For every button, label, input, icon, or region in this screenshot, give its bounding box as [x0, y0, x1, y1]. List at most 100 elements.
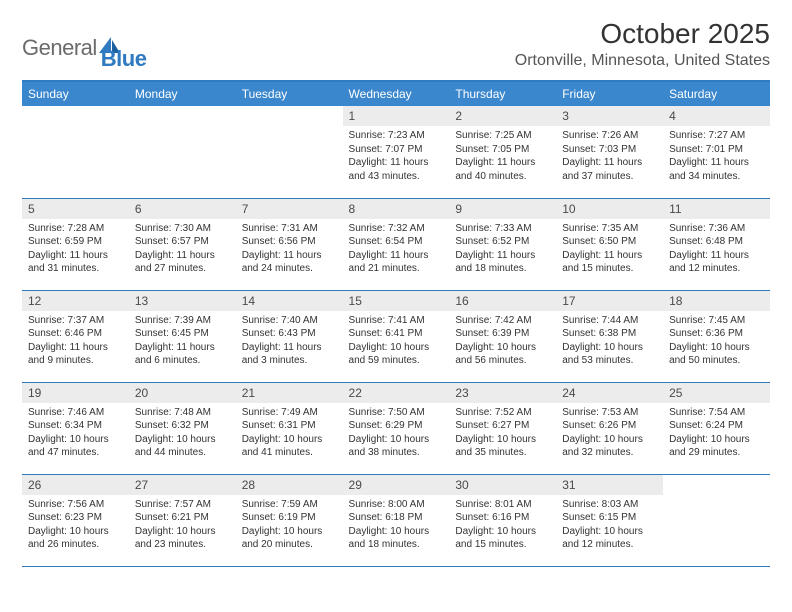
- day-details: Sunrise: 7:46 AMSunset: 6:34 PMDaylight:…: [22, 403, 129, 464]
- day-number: 6: [129, 199, 236, 219]
- calendar-day-cell: 16Sunrise: 7:42 AMSunset: 6:39 PMDayligh…: [449, 290, 556, 382]
- logo-text-blue: Blue: [101, 46, 147, 72]
- calendar-day-cell: 22Sunrise: 7:50 AMSunset: 6:29 PMDayligh…: [343, 382, 450, 474]
- day-number: 21: [236, 383, 343, 403]
- calendar-day-cell: 15Sunrise: 7:41 AMSunset: 6:41 PMDayligh…: [343, 290, 450, 382]
- calendar-day-cell: 31Sunrise: 8:03 AMSunset: 6:15 PMDayligh…: [556, 474, 663, 566]
- day-number: 14: [236, 291, 343, 311]
- day-details: Sunrise: 7:52 AMSunset: 6:27 PMDaylight:…: [449, 403, 556, 464]
- day-number: 15: [343, 291, 450, 311]
- calendar-day-cell: 9Sunrise: 7:33 AMSunset: 6:52 PMDaylight…: [449, 198, 556, 290]
- day-number: 7: [236, 199, 343, 219]
- calendar-week-row: 26Sunrise: 7:56 AMSunset: 6:23 PMDayligh…: [22, 474, 770, 566]
- calendar-week-row: 19Sunrise: 7:46 AMSunset: 6:34 PMDayligh…: [22, 382, 770, 474]
- calendar-day-cell: 11Sunrise: 7:36 AMSunset: 6:48 PMDayligh…: [663, 198, 770, 290]
- day-number: 13: [129, 291, 236, 311]
- calendar-week-row: 1Sunrise: 7:23 AMSunset: 7:07 PMDaylight…: [22, 106, 770, 198]
- weekday-header: Friday: [556, 81, 663, 106]
- day-number: 25: [663, 383, 770, 403]
- day-number: 16: [449, 291, 556, 311]
- day-number: 10: [556, 199, 663, 219]
- calendar-day-cell: 21Sunrise: 7:49 AMSunset: 6:31 PMDayligh…: [236, 382, 343, 474]
- day-number: 23: [449, 383, 556, 403]
- weekday-header: Tuesday: [236, 81, 343, 106]
- day-number: 11: [663, 199, 770, 219]
- weekday-header: Wednesday: [343, 81, 450, 106]
- day-number: 28: [236, 475, 343, 495]
- day-details: Sunrise: 7:44 AMSunset: 6:38 PMDaylight:…: [556, 311, 663, 372]
- day-number: 12: [22, 291, 129, 311]
- day-details: Sunrise: 7:28 AMSunset: 6:59 PMDaylight:…: [22, 219, 129, 280]
- calendar-day-cell: 17Sunrise: 7:44 AMSunset: 6:38 PMDayligh…: [556, 290, 663, 382]
- day-details: Sunrise: 7:45 AMSunset: 6:36 PMDaylight:…: [663, 311, 770, 372]
- day-details: Sunrise: 7:23 AMSunset: 7:07 PMDaylight:…: [343, 126, 450, 187]
- calendar-week-row: 12Sunrise: 7:37 AMSunset: 6:46 PMDayligh…: [22, 290, 770, 382]
- calendar-day-cell: 30Sunrise: 8:01 AMSunset: 6:16 PMDayligh…: [449, 474, 556, 566]
- title-block: October 2025 Ortonville, Minnesota, Unit…: [515, 18, 770, 70]
- calendar-head: SundayMondayTuesdayWednesdayThursdayFrid…: [22, 81, 770, 106]
- calendar-day-cell: 24Sunrise: 7:53 AMSunset: 6:26 PMDayligh…: [556, 382, 663, 474]
- weekday-header: Thursday: [449, 81, 556, 106]
- calendar-table: SundayMondayTuesdayWednesdayThursdayFrid…: [22, 80, 770, 567]
- day-details: Sunrise: 7:25 AMSunset: 7:05 PMDaylight:…: [449, 126, 556, 187]
- day-details: Sunrise: 7:53 AMSunset: 6:26 PMDaylight:…: [556, 403, 663, 464]
- day-number: 2: [449, 106, 556, 126]
- day-details: Sunrise: 7:57 AMSunset: 6:21 PMDaylight:…: [129, 495, 236, 556]
- day-details: Sunrise: 7:49 AMSunset: 6:31 PMDaylight:…: [236, 403, 343, 464]
- day-details: Sunrise: 7:56 AMSunset: 6:23 PMDaylight:…: [22, 495, 129, 556]
- calendar-day-cell: [129, 106, 236, 198]
- calendar-day-cell: 27Sunrise: 7:57 AMSunset: 6:21 PMDayligh…: [129, 474, 236, 566]
- calendar-day-cell: 10Sunrise: 7:35 AMSunset: 6:50 PMDayligh…: [556, 198, 663, 290]
- logo: General Blue: [22, 18, 146, 72]
- calendar-body: 1Sunrise: 7:23 AMSunset: 7:07 PMDaylight…: [22, 106, 770, 566]
- day-details: Sunrise: 7:54 AMSunset: 6:24 PMDaylight:…: [663, 403, 770, 464]
- day-details: Sunrise: 7:36 AMSunset: 6:48 PMDaylight:…: [663, 219, 770, 280]
- day-number: 8: [343, 199, 450, 219]
- calendar-day-cell: 6Sunrise: 7:30 AMSunset: 6:57 PMDaylight…: [129, 198, 236, 290]
- day-number: 17: [556, 291, 663, 311]
- day-number: 4: [663, 106, 770, 126]
- calendar-day-cell: 18Sunrise: 7:45 AMSunset: 6:36 PMDayligh…: [663, 290, 770, 382]
- day-number: 19: [22, 383, 129, 403]
- day-details: Sunrise: 7:33 AMSunset: 6:52 PMDaylight:…: [449, 219, 556, 280]
- calendar-day-cell: 4Sunrise: 7:27 AMSunset: 7:01 PMDaylight…: [663, 106, 770, 198]
- day-details: Sunrise: 7:50 AMSunset: 6:29 PMDaylight:…: [343, 403, 450, 464]
- day-number: 9: [449, 199, 556, 219]
- calendar-day-cell: 7Sunrise: 7:31 AMSunset: 6:56 PMDaylight…: [236, 198, 343, 290]
- calendar-day-cell: 3Sunrise: 7:26 AMSunset: 7:03 PMDaylight…: [556, 106, 663, 198]
- day-details: Sunrise: 7:26 AMSunset: 7:03 PMDaylight:…: [556, 126, 663, 187]
- calendar-day-cell: 13Sunrise: 7:39 AMSunset: 6:45 PMDayligh…: [129, 290, 236, 382]
- day-details: Sunrise: 7:48 AMSunset: 6:32 PMDaylight:…: [129, 403, 236, 464]
- day-number: 31: [556, 475, 663, 495]
- calendar-day-cell: 12Sunrise: 7:37 AMSunset: 6:46 PMDayligh…: [22, 290, 129, 382]
- day-number: 27: [129, 475, 236, 495]
- day-details: Sunrise: 7:31 AMSunset: 6:56 PMDaylight:…: [236, 219, 343, 280]
- day-details: Sunrise: 7:37 AMSunset: 6:46 PMDaylight:…: [22, 311, 129, 372]
- calendar-day-cell: 29Sunrise: 8:00 AMSunset: 6:18 PMDayligh…: [343, 474, 450, 566]
- calendar-day-cell: 19Sunrise: 7:46 AMSunset: 6:34 PMDayligh…: [22, 382, 129, 474]
- calendar-day-cell: 26Sunrise: 7:56 AMSunset: 6:23 PMDayligh…: [22, 474, 129, 566]
- day-number: 29: [343, 475, 450, 495]
- day-details: Sunrise: 7:40 AMSunset: 6:43 PMDaylight:…: [236, 311, 343, 372]
- day-details: Sunrise: 7:32 AMSunset: 6:54 PMDaylight:…: [343, 219, 450, 280]
- day-details: Sunrise: 7:42 AMSunset: 6:39 PMDaylight:…: [449, 311, 556, 372]
- calendar-day-cell: [236, 106, 343, 198]
- day-details: Sunrise: 7:35 AMSunset: 6:50 PMDaylight:…: [556, 219, 663, 280]
- weekday-header: Sunday: [22, 81, 129, 106]
- calendar-day-cell: 8Sunrise: 7:32 AMSunset: 6:54 PMDaylight…: [343, 198, 450, 290]
- calendar-day-cell: 25Sunrise: 7:54 AMSunset: 6:24 PMDayligh…: [663, 382, 770, 474]
- calendar-day-cell: 20Sunrise: 7:48 AMSunset: 6:32 PMDayligh…: [129, 382, 236, 474]
- weekday-header: Saturday: [663, 81, 770, 106]
- day-number: 22: [343, 383, 450, 403]
- day-details: Sunrise: 7:41 AMSunset: 6:41 PMDaylight:…: [343, 311, 450, 372]
- calendar-day-cell: 1Sunrise: 7:23 AMSunset: 7:07 PMDaylight…: [343, 106, 450, 198]
- weekday-header: Monday: [129, 81, 236, 106]
- calendar-day-cell: 28Sunrise: 7:59 AMSunset: 6:19 PMDayligh…: [236, 474, 343, 566]
- calendar-day-cell: [663, 474, 770, 566]
- day-details: Sunrise: 7:30 AMSunset: 6:57 PMDaylight:…: [129, 219, 236, 280]
- day-number: 30: [449, 475, 556, 495]
- calendar-day-cell: [22, 106, 129, 198]
- calendar-day-cell: 2Sunrise: 7:25 AMSunset: 7:05 PMDaylight…: [449, 106, 556, 198]
- day-details: Sunrise: 7:39 AMSunset: 6:45 PMDaylight:…: [129, 311, 236, 372]
- day-details: Sunrise: 7:59 AMSunset: 6:19 PMDaylight:…: [236, 495, 343, 556]
